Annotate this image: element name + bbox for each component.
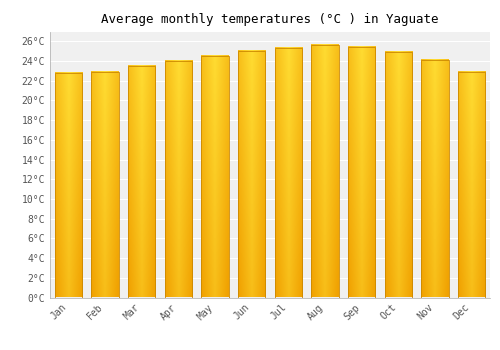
Bar	[164, 61, 192, 297]
Bar	[128, 66, 156, 298]
Bar	[201, 56, 229, 298]
Bar	[348, 47, 376, 298]
Bar	[238, 51, 266, 298]
Bar	[421, 60, 448, 298]
Bar	[54, 73, 82, 298]
Title: Average monthly temperatures (°C ) in Yaguate: Average monthly temperatures (°C ) in Ya…	[101, 13, 439, 26]
Bar	[274, 48, 302, 298]
Bar	[458, 72, 485, 298]
Bar	[384, 52, 412, 298]
Bar	[91, 72, 119, 298]
Bar	[311, 45, 339, 298]
